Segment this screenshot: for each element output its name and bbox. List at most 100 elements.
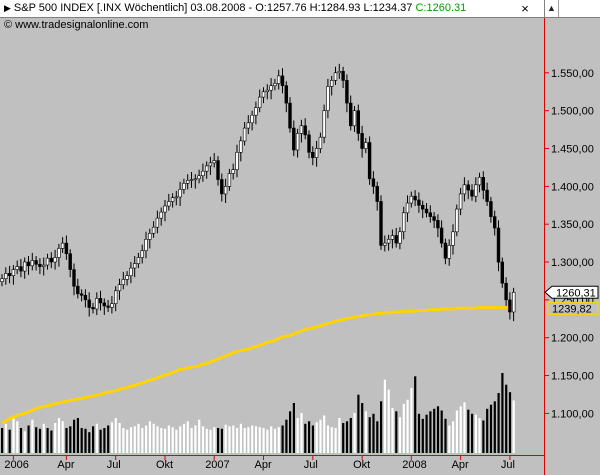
volume-bar [330, 427, 333, 453]
volume-bar [304, 423, 307, 453]
x-tick-label: Jul [501, 459, 515, 471]
candle-body [261, 91, 266, 98]
volume-bar [353, 413, 356, 453]
volume-bar [31, 419, 34, 453]
candle-body [144, 239, 148, 252]
candle-body [424, 208, 429, 214]
candle-body [205, 165, 209, 172]
candle-body [489, 201, 493, 217]
candle-body [257, 96, 262, 108]
volume-bar [342, 423, 345, 453]
volume-bar [118, 423, 121, 453]
volume-bar [429, 411, 432, 453]
candle-body [38, 263, 42, 267]
header-title: S&P 500 INDEX [.INX Wöchentlich] 03.08.2… [13, 2, 413, 14]
candle-body [53, 257, 57, 263]
candle-body [167, 201, 171, 207]
candle-body [41, 264, 46, 267]
volume-bar [209, 429, 212, 453]
volume-bar [95, 423, 98, 453]
volume-bar [65, 428, 68, 453]
candle-body [360, 133, 364, 149]
candle-body [451, 231, 455, 246]
volume-bar [364, 411, 367, 453]
candle-body [98, 298, 103, 304]
candle-body [295, 133, 300, 151]
volume-bar [444, 418, 447, 453]
candle-body [239, 140, 243, 153]
candle-body [155, 217, 160, 228]
collapse-triangle-icon[interactable]: ▶ [4, 3, 11, 13]
volume-bar [251, 425, 254, 453]
volume-bar [323, 415, 326, 453]
candle-body [299, 125, 304, 134]
candle-body [405, 202, 410, 214]
x-tick-label: Okt [353, 459, 370, 471]
candle-body [193, 178, 197, 181]
volume-bar [425, 414, 428, 453]
volume-bar [156, 426, 159, 453]
volume-bar [387, 389, 390, 453]
volume-bar [182, 423, 186, 453]
volume-bar [402, 403, 405, 453]
volume-bar [243, 428, 246, 453]
candle-body [242, 127, 247, 142]
moving-average-tag [547, 301, 599, 315]
candle-body [102, 302, 107, 307]
volume-bar [266, 429, 269, 453]
candle-body [15, 266, 19, 270]
candle-body [280, 75, 285, 87]
candle-body [386, 239, 391, 244]
volume-bar [239, 423, 242, 453]
candle-body [356, 110, 360, 134]
volume-bar [501, 373, 504, 453]
volume-bar [133, 426, 136, 453]
candle-body [511, 291, 516, 313]
candle-body [364, 142, 368, 149]
candle-body [481, 177, 485, 191]
candle-body [125, 275, 129, 280]
volume-bar [311, 425, 314, 453]
candle-body [68, 253, 72, 270]
candle-body [45, 257, 50, 266]
volume-bar [103, 428, 106, 453]
volume-bar [406, 399, 409, 453]
candle-body [136, 257, 141, 264]
volume-bar [171, 427, 174, 453]
volume-bar [300, 413, 303, 453]
volume-bar [69, 426, 72, 453]
volume-bar [471, 413, 474, 453]
volume-bar [489, 404, 493, 453]
candle-body [174, 196, 178, 199]
volume-bar [61, 421, 64, 453]
candle-body [223, 186, 228, 195]
candle-body [284, 85, 288, 104]
candle-body [19, 266, 23, 272]
candle-body [246, 122, 250, 129]
volume-bar [99, 429, 102, 453]
scroll-up-icon[interactable]: ▲ [545, 0, 559, 17]
candle-body [117, 284, 122, 292]
close-icon[interactable]: × [521, 1, 529, 16]
candle-body [273, 83, 277, 87]
volume-bar [217, 428, 220, 453]
candle-body [383, 242, 387, 246]
volume-bar [270, 426, 273, 453]
candle-body [477, 177, 482, 186]
candle-body [322, 110, 326, 138]
candle-body [121, 279, 126, 285]
volume-bar [129, 427, 133, 453]
last-close-label: 1260,31 [556, 287, 596, 299]
y-tick-label: 1.100,00 [551, 408, 594, 420]
volume-bar [224, 424, 227, 453]
candle-body [189, 179, 194, 181]
volume-bar [417, 413, 421, 453]
volume-bar [16, 421, 19, 453]
chart-header: ▶ S&P 500 INDEX [.INX Wöchentlich] 03.08.… [0, 0, 544, 18]
candle-body [30, 260, 34, 267]
volume-bar [160, 428, 163, 453]
candle-body [394, 235, 398, 244]
scrollbar[interactable]: ▲ [544, 0, 600, 18]
x-tick-label: Jul [107, 459, 121, 471]
